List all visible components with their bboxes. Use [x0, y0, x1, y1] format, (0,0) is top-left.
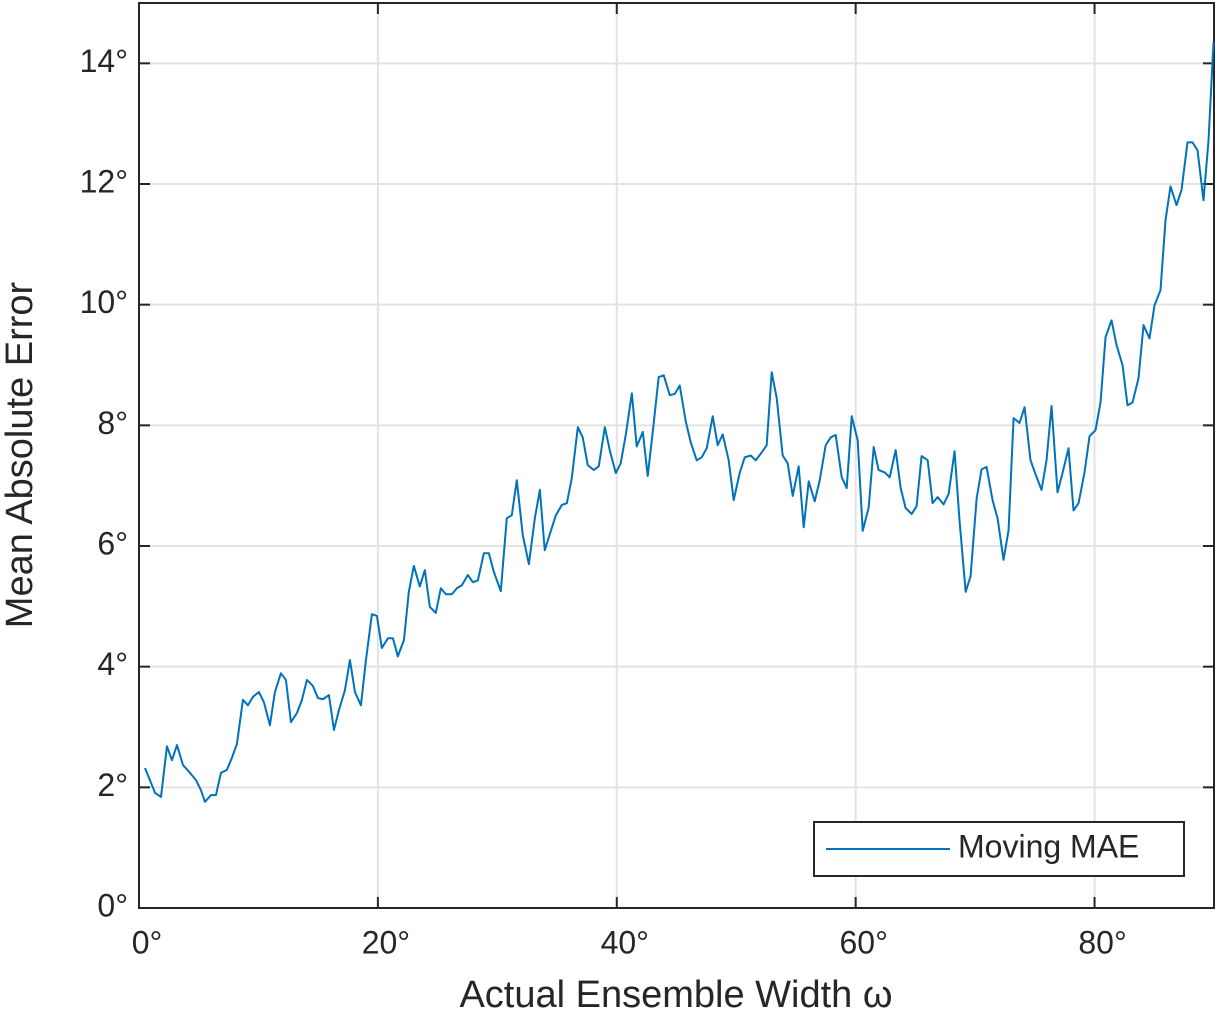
y-tick-label: 2° [97, 767, 128, 803]
y-tick-label: 12° [80, 163, 128, 199]
y-tick-label: 8° [97, 405, 128, 441]
x-axis-label: Actual Ensemble Width ω [459, 974, 892, 1016]
y-tick-label: 14° [80, 43, 128, 79]
x-tick-label: 60° [839, 924, 887, 960]
x-tick-label: 20° [362, 924, 410, 960]
x-tick-label: 40° [601, 924, 649, 960]
data-line [144, 42, 1215, 803]
y-tick-label: 10° [80, 284, 128, 320]
legend-label: Moving MAE [958, 828, 1139, 864]
x-tick-label: 0° [132, 924, 163, 960]
plot-area [139, 3, 1214, 908]
axes-box [138, 2, 1215, 909]
y-axis-label: Mean Absolute Error [0, 281, 41, 628]
y-tick-label: 4° [97, 646, 128, 682]
y-tick-label: 6° [97, 525, 128, 561]
x-tick-label: 80° [1078, 924, 1126, 960]
y-tick-label: 0° [97, 887, 128, 923]
